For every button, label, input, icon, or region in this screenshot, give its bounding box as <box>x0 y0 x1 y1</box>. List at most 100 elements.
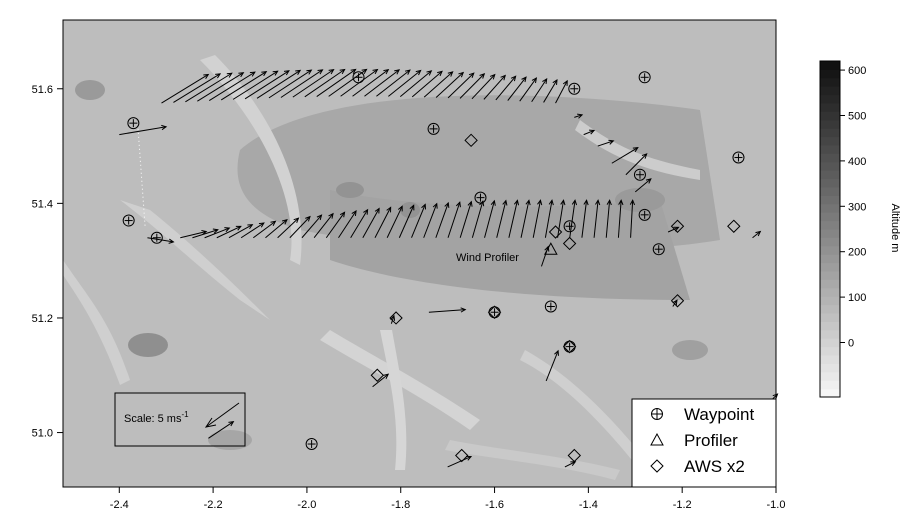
wind-vector-shaft <box>496 200 507 238</box>
wind-vector-shaft <box>630 200 634 238</box>
wind-vector-site <box>119 124 168 136</box>
wind-vector-head <box>212 228 219 234</box>
x-tick-label: -1.4 <box>579 499 598 511</box>
wind-vector-bottom-leg <box>544 199 554 238</box>
wind-vector-shaft <box>388 70 421 97</box>
wind-vector-shaft <box>244 70 290 100</box>
wind-vector-head <box>562 79 568 86</box>
wind-vector-bottom-leg <box>228 224 254 239</box>
wind-vector-top-leg <box>304 68 346 98</box>
waypoint-circle <box>352 71 365 84</box>
wind-vector-head <box>316 214 323 221</box>
wind-vector-top-leg <box>316 68 357 97</box>
waypoint-circle <box>150 231 163 244</box>
wind-vector-bottom-leg <box>617 199 624 238</box>
colorbar-band <box>820 69 840 79</box>
wind-vector-head <box>281 219 288 225</box>
wind-vector-site <box>390 314 396 324</box>
colorbar-band <box>820 103 840 112</box>
aws-marker <box>562 339 577 354</box>
colorbar-band <box>820 111 840 121</box>
wind-vector-shaft <box>532 200 541 238</box>
colorbar-band <box>820 313 840 322</box>
wind-vector-shaft <box>544 200 553 238</box>
scale-arrow <box>205 402 240 428</box>
wind-vector-shaft <box>435 72 464 98</box>
wind-vector-shaft <box>180 231 207 239</box>
wind-vector-bottom-leg <box>423 202 438 238</box>
wind-vector-head <box>479 73 486 79</box>
wind-vector-head <box>606 199 612 206</box>
wind-vector-shaft <box>508 200 518 238</box>
wind-vector-shaft <box>423 203 438 238</box>
flight-track-west <box>137 128 146 227</box>
wind-vector-top-leg <box>220 71 268 101</box>
wind-vector-shaft <box>292 69 334 98</box>
waypoint-circle <box>732 151 745 164</box>
wind-vector-east-leg <box>611 147 639 164</box>
wind-vector-bottom-leg <box>362 207 380 238</box>
wind-vector-shaft <box>268 69 312 99</box>
wind-vector-head <box>228 421 235 427</box>
wind-vector-bottom-leg <box>313 212 334 239</box>
wind-vector-head <box>672 299 678 306</box>
colorbar-tick-label: 500 <box>848 110 866 122</box>
wind-vector-head <box>490 199 496 206</box>
colorbar-band <box>820 279 840 289</box>
waypoint-circle <box>563 220 576 233</box>
wind-vector-bottom-leg <box>277 217 300 239</box>
wind-vector-shaft <box>435 202 449 238</box>
wind-vector-shaft <box>325 212 345 239</box>
scale-arrow-head <box>204 417 217 428</box>
wind-vector-east-leg <box>574 113 584 119</box>
colorbar-band <box>820 371 840 381</box>
wind-vector-east-leg <box>597 139 615 147</box>
wind-vector-head <box>632 147 639 153</box>
x-axis: -2.4 -2.2 -2.0 -1.8 -1.6 -1.4 -1.2 -1.0 <box>110 487 785 511</box>
legend-item-profiler: Profiler <box>650 431 738 450</box>
colorbar-band <box>820 262 840 272</box>
legend-item-aws: AWS x2 <box>650 457 745 476</box>
wind-vector-shaft <box>364 69 400 97</box>
wind-vector-site <box>372 373 390 388</box>
wind-vector-shaft <box>256 69 301 99</box>
wind-vector-shaft <box>173 73 221 103</box>
wind-vector-site <box>428 307 467 313</box>
wind-vector-shaft <box>220 71 267 101</box>
wind-vector-top-leg <box>459 73 486 99</box>
wind-vector-head <box>577 113 584 119</box>
wind-vector-head <box>458 71 465 78</box>
wind-vector-head <box>272 70 279 76</box>
wind-vector-top-leg <box>328 68 368 97</box>
wind-vector-head <box>215 73 222 79</box>
colorbar: 600 500 400 300 200 100 0 Altitude m <box>819 60 901 398</box>
wind-vector-head <box>552 78 558 85</box>
wind-vector-head <box>386 206 392 213</box>
wind-vector-head <box>500 74 506 81</box>
y-tick-label: 51.6 <box>32 84 53 96</box>
wind-vector-shaft <box>197 72 244 102</box>
waypoint-marker <box>474 191 487 204</box>
colorbar-band <box>820 170 840 180</box>
colorbar-band <box>820 254 840 264</box>
waypoint-marker <box>427 122 440 135</box>
colorbar-band <box>820 380 840 390</box>
colorbar-band <box>820 355 840 364</box>
wind-vector-bottom-leg <box>204 227 231 239</box>
colorbar-band <box>820 128 840 138</box>
wind-vector-bottom-leg <box>374 206 392 238</box>
wind-vector-shaft <box>316 69 356 97</box>
colorbar-tick-label: 400 <box>848 156 866 168</box>
wind-vector-top-leg <box>209 71 256 101</box>
colorbar-frame <box>819 60 841 398</box>
waypoint-circle <box>127 117 140 130</box>
wind-vector-shaft <box>531 78 548 103</box>
waypoint-marker <box>488 306 501 319</box>
wind-vector-head <box>502 199 508 206</box>
wind-vector-top-leg <box>399 70 433 97</box>
aws-marker <box>455 448 469 463</box>
wind-vector-head <box>531 77 538 84</box>
wind-vector-top-leg <box>555 79 568 104</box>
wind-vector-head <box>249 71 256 77</box>
wind-vector-head <box>548 199 554 206</box>
